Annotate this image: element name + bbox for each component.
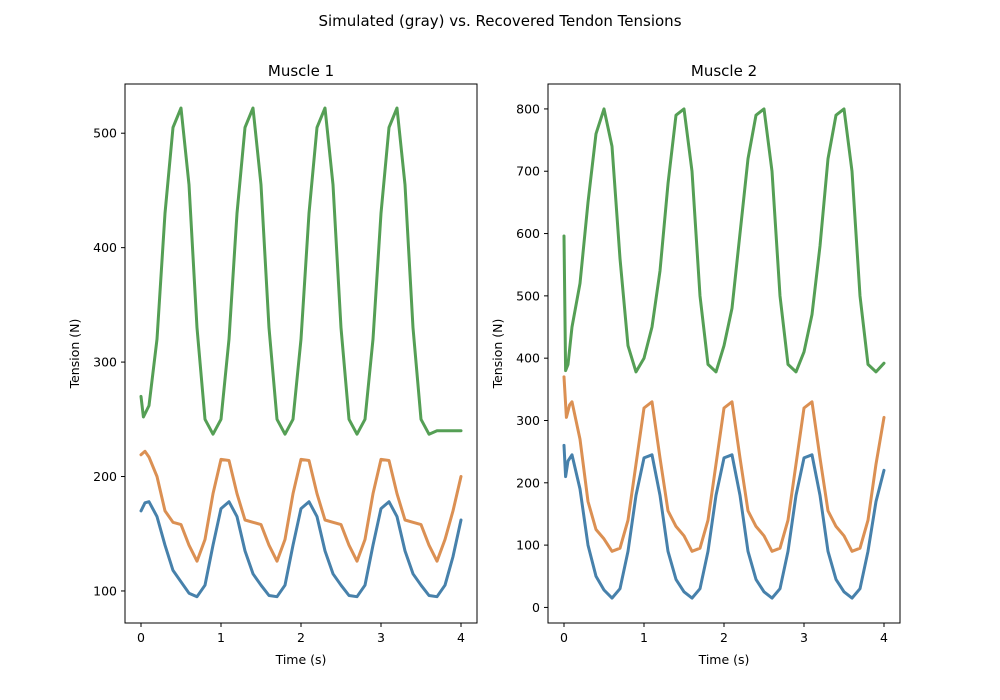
x-tick-label: 2: [297, 630, 305, 645]
y-tick-label: 500: [93, 126, 117, 141]
y-axis-label: Tension (N): [67, 319, 82, 390]
series-line-3: [562, 443, 886, 600]
series-line-2: [139, 449, 463, 563]
axes-muscle-2: Muscle 2 0 1 2 3 4 0 100 200 300 400 500 600 700 800 Ti…: [490, 62, 901, 667]
y-tick-label: 200: [93, 469, 117, 484]
y-tick-label: 600: [516, 226, 540, 241]
y-axis-label: Tension (N): [490, 319, 505, 390]
x-axis-label: Time (s): [698, 652, 750, 667]
y-tick-label: 400: [516, 351, 540, 366]
axes-title: Muscle 2: [691, 62, 757, 80]
y-tick-label: 300: [516, 413, 540, 428]
x-tick-label: 2: [720, 630, 728, 645]
x-tick-label: 0: [137, 630, 145, 645]
series-line-1: [139, 106, 463, 436]
axes-muscle-1: Muscle 1 0 1 2 3 4 100 200 300 400 500 Time (s) Tens…: [67, 62, 478, 667]
series-line-1: [562, 107, 886, 374]
series-line-3: [139, 500, 463, 599]
figure-title: Simulated (gray) vs. Recovered Tendon Te…: [318, 12, 681, 30]
y-tick-label: 100: [516, 538, 540, 553]
y-tick-label: 0: [532, 600, 540, 615]
axes-title: Muscle 1: [268, 62, 334, 80]
y-tick-label: 300: [93, 355, 117, 370]
x-tick-label: 4: [457, 630, 465, 645]
x-axis-label: Time (s): [275, 652, 327, 667]
series-line-2: [562, 375, 886, 553]
x-tick-label: 1: [640, 630, 648, 645]
y-tick-label: 700: [516, 164, 540, 179]
y-tick-label: 400: [93, 240, 117, 255]
y-tick-label: 800: [516, 101, 540, 116]
y-tick-label: 500: [516, 288, 540, 303]
y-tick-label: 100: [93, 583, 117, 598]
y-tick-label: 200: [516, 475, 540, 490]
x-tick-label: 1: [217, 630, 225, 645]
x-tick-label: 3: [377, 630, 385, 645]
x-tick-label: 0: [560, 630, 568, 645]
x-tick-label: 4: [880, 630, 888, 645]
x-tick-label: 3: [800, 630, 808, 645]
